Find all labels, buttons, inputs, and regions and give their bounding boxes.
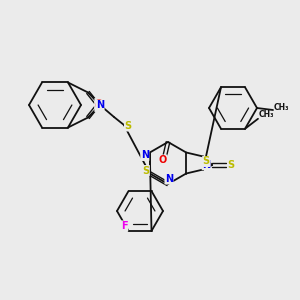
Text: N: N — [96, 100, 104, 110]
Text: N: N — [202, 160, 210, 170]
Text: O: O — [159, 155, 167, 165]
Text: CH₃: CH₃ — [259, 110, 274, 119]
Text: O: O — [95, 98, 103, 109]
Text: O: O — [95, 101, 103, 112]
Text: N: N — [165, 174, 173, 184]
Text: CH₃: CH₃ — [274, 103, 290, 112]
Text: S: S — [202, 157, 210, 166]
Text: F: F — [121, 221, 128, 231]
Text: S: S — [124, 121, 132, 131]
Text: N: N — [141, 151, 149, 160]
Text: S: S — [142, 166, 149, 176]
Text: S: S — [228, 160, 235, 170]
